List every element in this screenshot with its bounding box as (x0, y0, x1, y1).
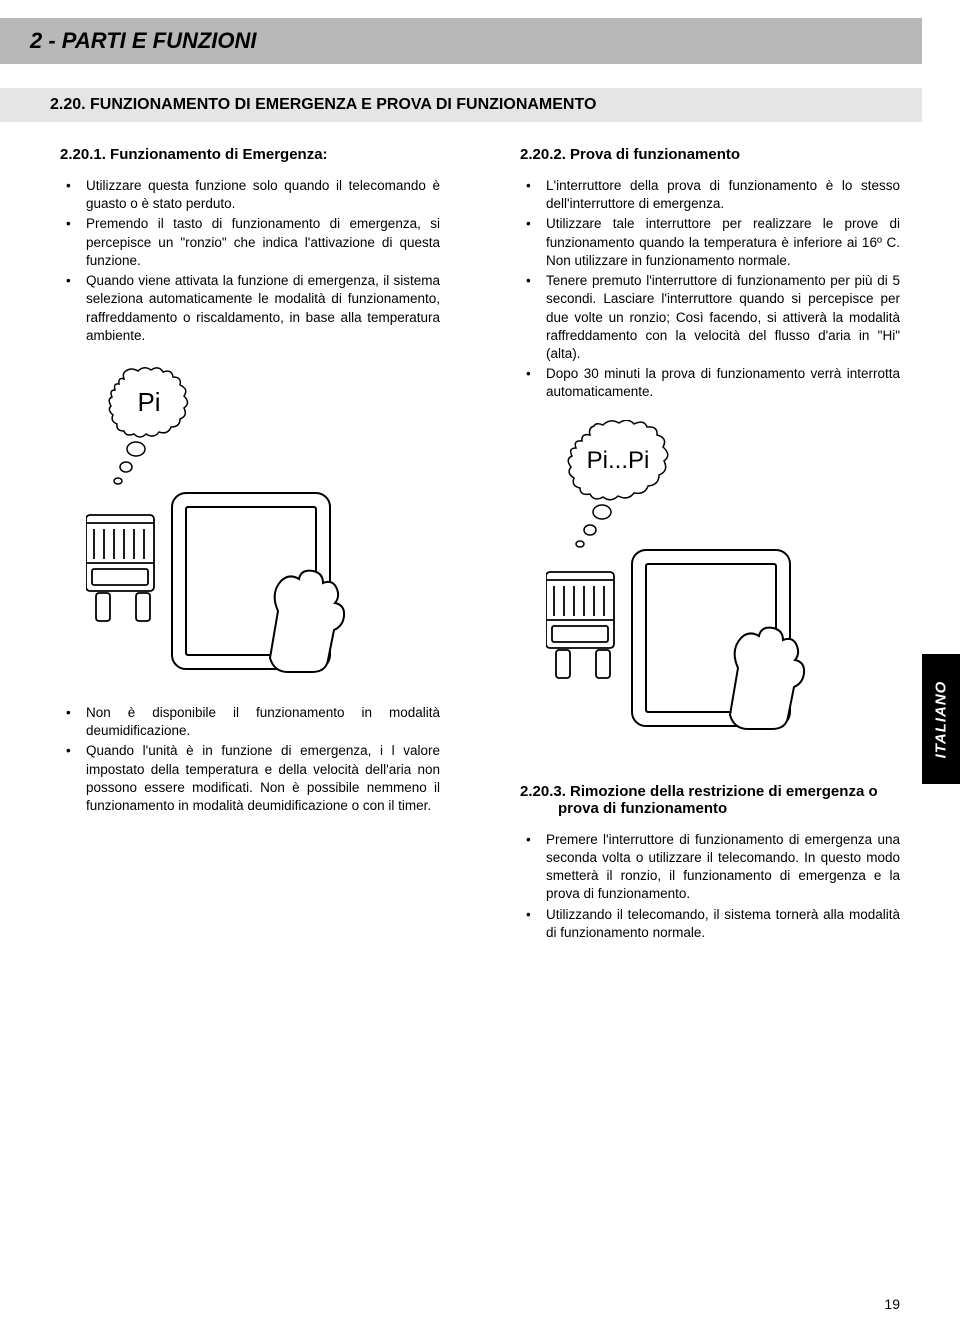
speech-text: Pi (137, 387, 160, 417)
language-label: ITALIANO (933, 680, 950, 758)
bullet-list: L'interruttore della prova di funzioname… (520, 177, 900, 402)
page-title: 2 - PARTI E FUNZIONI (30, 28, 902, 54)
hand-icon (730, 627, 804, 728)
list-item: Premere l'interruttore di funzionamento … (520, 831, 900, 904)
right-column: 2.20.2. Prova di funzionamento L'interru… (520, 146, 900, 944)
list-item: Utilizzando il telecomando, il sistema t… (520, 906, 900, 942)
content-columns: 2.20.1. Funzionamento di Emergenza: Util… (0, 122, 960, 944)
figure-pi: Pi (86, 363, 440, 678)
ac-unit-icon (546, 572, 614, 678)
subheading-2-20-3: 2.20.3. Rimozione della restrizione di e… (520, 783, 900, 817)
subheading-2-20-2: 2.20.2. Prova di funzionamento (520, 146, 900, 163)
bullet-list: Utilizzare questa funzione solo quando i… (60, 177, 440, 345)
bullet-list: Non è disponibile il funzionamento in mo… (60, 704, 440, 815)
speech-bubble-icon: Pi...Pi (568, 420, 668, 547)
section-bar: 2.20. FUNZIONAMENTO DI EMERGENZA E PROVA… (0, 88, 922, 122)
list-item: Non è disponibile il funzionamento in mo… (60, 704, 440, 740)
header-bar: 2 - PARTI E FUNZIONI (0, 18, 922, 64)
list-item: Premendo il tasto di funzionamento di em… (60, 215, 440, 270)
hand-icon (270, 571, 344, 672)
language-tab: ITALIANO (922, 654, 960, 784)
list-item: Utilizzare questa funzione solo quando i… (60, 177, 440, 213)
list-item: Quando l'unità è in funzione di emergenz… (60, 742, 440, 815)
list-item: Quando viene attivata la funzione di eme… (60, 272, 440, 345)
list-item: Dopo 30 minuti la prova di funzionamento… (520, 365, 900, 401)
speech-bubble-icon: Pi (109, 368, 187, 484)
ac-unit-icon (86, 515, 154, 621)
left-column: 2.20.1. Funzionamento di Emergenza: Util… (60, 146, 440, 944)
list-item: Utilizzare tale interruttore per realizz… (520, 215, 900, 270)
page-number: 19 (884, 1296, 900, 1312)
speech-text: Pi...Pi (587, 447, 650, 474)
figure-pipi: Pi...Pi (546, 420, 900, 735)
bullet-list: Premere l'interruttore di funzionamento … (520, 831, 900, 942)
list-item: Tenere premuto l'interruttore di funzion… (520, 272, 900, 363)
list-item: L'interruttore della prova di funzioname… (520, 177, 900, 213)
section-title: 2.20. FUNZIONAMENTO DI EMERGENZA E PROVA… (50, 96, 902, 114)
subheading-2-20-1: 2.20.1. Funzionamento di Emergenza: (60, 146, 440, 163)
